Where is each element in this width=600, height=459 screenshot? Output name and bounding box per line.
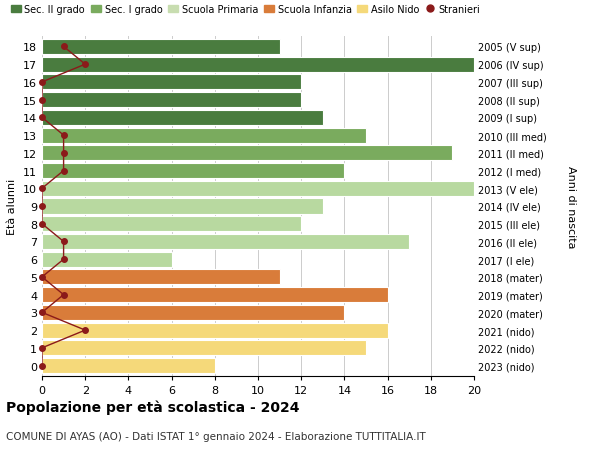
Bar	[42, 93, 301, 108]
Point	[59, 238, 68, 246]
Point	[37, 344, 47, 352]
Y-axis label: Età alunni: Età alunni	[7, 179, 17, 235]
Point	[59, 291, 68, 299]
Bar	[42, 217, 301, 232]
Point	[37, 274, 47, 281]
Bar	[42, 341, 366, 356]
Bar	[42, 270, 280, 285]
Point	[37, 309, 47, 316]
Point	[59, 168, 68, 175]
Point	[59, 150, 68, 157]
Bar	[42, 181, 474, 196]
Point	[59, 132, 68, 140]
Bar	[42, 146, 452, 161]
Point	[37, 114, 47, 122]
Bar	[42, 358, 215, 373]
Point	[37, 203, 47, 210]
Point	[80, 327, 90, 334]
Point	[59, 44, 68, 51]
Text: COMUNE DI AYAS (AO) - Dati ISTAT 1° gennaio 2024 - Elaborazione TUTTITALIA.IT: COMUNE DI AYAS (AO) - Dati ISTAT 1° genn…	[6, 431, 426, 442]
Bar	[42, 40, 280, 55]
Point	[37, 221, 47, 228]
Point	[80, 62, 90, 69]
Y-axis label: Anni di nascita: Anni di nascita	[566, 165, 577, 248]
Bar	[42, 252, 172, 267]
Text: Popolazione per età scolastica - 2024: Popolazione per età scolastica - 2024	[6, 399, 299, 414]
Bar	[42, 164, 344, 179]
Bar	[42, 305, 344, 320]
Point	[37, 362, 47, 369]
Bar	[42, 57, 474, 73]
Point	[59, 256, 68, 263]
Point	[37, 79, 47, 86]
Bar	[42, 128, 366, 143]
Bar	[42, 75, 301, 90]
Bar	[42, 111, 323, 126]
Point	[37, 97, 47, 104]
Bar	[42, 323, 388, 338]
Legend: Sec. II grado, Sec. I grado, Scuola Primaria, Scuola Infanzia, Asilo Nido, Stran: Sec. II grado, Sec. I grado, Scuola Prim…	[11, 5, 481, 15]
Bar	[42, 199, 323, 214]
Bar	[42, 287, 388, 302]
Point	[37, 185, 47, 192]
Bar	[42, 235, 409, 249]
